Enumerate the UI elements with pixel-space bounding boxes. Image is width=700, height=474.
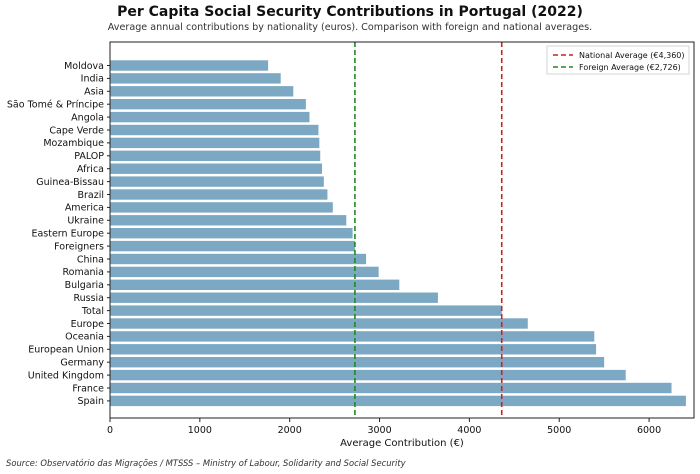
y-tick-label: Guinea-Bissau [36,177,104,188]
bar-4 [110,111,310,123]
y-tick-label: Brazil [77,190,104,201]
legend: National Average (€4,360) Foreign Average… [546,45,690,75]
y-tick-label: France [72,383,104,394]
bar-24 [110,369,626,381]
bar-15 [110,253,367,265]
bar-0 [110,60,269,71]
bar-18 [110,292,438,303]
x-axis-label: Average Contribution (€) [340,438,464,449]
x-tick-label: 0 [107,425,113,436]
bar-25 [110,382,672,394]
bar-19 [110,305,502,316]
y-tick-label: United Kingdom [28,370,104,381]
x-tick-label: 6000 [637,425,661,436]
y-tick-label: Angola [71,112,104,123]
bar-2 [110,86,294,97]
y-tick-label: Mozambique [43,138,104,149]
y-tick-label: Eastern Europe [31,229,104,240]
bar-1 [110,73,281,84]
x-tick-label: 1000 [188,425,212,436]
y-tick-label: Bulgaria [65,280,104,291]
y-tick-label: São Tomé & Príncipe [7,100,104,111]
y-tick-label: Russia [73,293,104,304]
y-tick-label: Ukraine [67,216,104,227]
y-tick-label: Foreigners [54,241,104,252]
chart-title: Per Capita Social Security Contributions… [117,4,583,20]
y-tick-label: Cape Verde [49,125,104,136]
legend-entry-label: National Average (€4,360) [579,51,685,60]
y-tick-label: Total [81,306,104,317]
x-tick-label: 4000 [457,425,481,436]
bar-21 [110,331,595,342]
bar-9 [110,176,324,187]
y-tick-label: Romania [62,267,104,278]
y-tick-label: Africa [77,164,104,175]
bar-11 [110,202,333,213]
y-tick-label: India [81,74,104,85]
bar-17 [110,279,400,290]
x-tick-label: 5000 [547,425,571,436]
bar-16 [110,266,379,278]
x-tick-label: 2000 [278,425,302,436]
y-tick-label: Asia [84,87,104,98]
y-tick-label: Spain [77,396,104,407]
y-tick-label: Oceania [65,332,104,343]
y-tick-label: European Union [28,345,104,356]
bar-12 [110,215,347,226]
plot-frame [109,41,695,419]
legend-entry-label: Foreign Average (€2,726) [579,63,681,72]
chart-source: Source: Observatório das Migrações / MTS… [6,458,406,468]
y-tick-label: Moldova [64,61,104,72]
bar-20 [110,318,528,329]
bar-7 [110,150,321,161]
y-tick-label: Europe [71,319,105,330]
y-tick-label: China [77,254,104,265]
bar-8 [110,163,323,174]
chart-subtitle: Average annual contributions by national… [107,22,593,33]
bar-14 [110,240,355,252]
x-tick-label: 3000 [367,425,391,436]
bar-10 [110,189,328,200]
bar-26 [110,395,686,407]
bar-5 [110,124,319,136]
y-tick-label: America [65,203,104,214]
bar-22 [110,344,597,355]
bar-23 [110,357,605,368]
y-tick-label: Germany [60,358,104,369]
bar-6 [110,137,320,149]
bar-13 [110,228,353,239]
bar-3 [110,99,306,110]
y-tick-label: PALOP [74,151,104,162]
